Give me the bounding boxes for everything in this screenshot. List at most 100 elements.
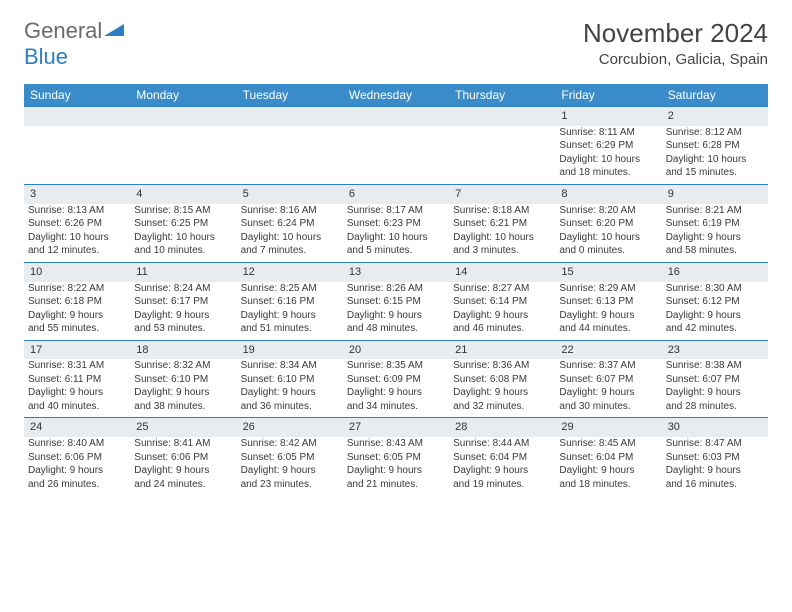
- logo-triangle-icon: [104, 18, 124, 44]
- sunrise-text: Sunrise: 8:15 AM: [134, 204, 232, 218]
- day-number: 14: [449, 262, 555, 281]
- sunset-text: Sunset: 6:18 PM: [28, 295, 126, 309]
- day-number: 26: [237, 418, 343, 437]
- weekday-header: Friday: [555, 84, 661, 107]
- day-cell: [237, 126, 343, 185]
- weekday-header: Sunday: [24, 84, 130, 107]
- weekday-header: Wednesday: [343, 84, 449, 107]
- sunset-text: Sunset: 6:09 PM: [347, 373, 445, 387]
- calendar-table: Sunday Monday Tuesday Wednesday Thursday…: [24, 84, 768, 495]
- daylight-line1: Daylight: 9 hours: [666, 464, 764, 478]
- sunset-text: Sunset: 6:04 PM: [559, 451, 657, 465]
- sunset-text: Sunset: 6:16 PM: [241, 295, 339, 309]
- day-cell: [343, 126, 449, 185]
- sunset-text: Sunset: 6:21 PM: [453, 217, 551, 231]
- day-number: [130, 107, 236, 126]
- daylight-line1: Daylight: 9 hours: [559, 386, 657, 400]
- day-cell: Sunrise: 8:32 AMSunset: 6:10 PMDaylight:…: [130, 359, 236, 418]
- day-cell: Sunrise: 8:42 AMSunset: 6:05 PMDaylight:…: [237, 437, 343, 495]
- day-number: 10: [24, 262, 130, 281]
- day-number: 28: [449, 418, 555, 437]
- day-cell: Sunrise: 8:16 AMSunset: 6:24 PMDaylight:…: [237, 204, 343, 263]
- daylight-line2: and 24 minutes.: [134, 478, 232, 492]
- sunrise-text: Sunrise: 8:47 AM: [666, 437, 764, 451]
- daylight-line2: and 18 minutes.: [559, 478, 657, 492]
- day-cell: Sunrise: 8:17 AMSunset: 6:23 PMDaylight:…: [343, 204, 449, 263]
- sunrise-text: Sunrise: 8:42 AM: [241, 437, 339, 451]
- daylight-line2: and 0 minutes.: [559, 244, 657, 258]
- day-number: 27: [343, 418, 449, 437]
- day-number: 6: [343, 184, 449, 203]
- day-number: 7: [449, 184, 555, 203]
- sunset-text: Sunset: 6:07 PM: [666, 373, 764, 387]
- sunset-text: Sunset: 6:14 PM: [453, 295, 551, 309]
- day-number-row: 12: [24, 107, 768, 126]
- daylight-line1: Daylight: 10 hours: [453, 231, 551, 245]
- daylight-line2: and 46 minutes.: [453, 322, 551, 336]
- day-cell: Sunrise: 8:38 AMSunset: 6:07 PMDaylight:…: [662, 359, 768, 418]
- sunset-text: Sunset: 6:07 PM: [559, 373, 657, 387]
- daylight-line1: Daylight: 9 hours: [666, 231, 764, 245]
- sunrise-text: Sunrise: 8:13 AM: [28, 204, 126, 218]
- sunset-text: Sunset: 6:17 PM: [134, 295, 232, 309]
- daylight-line2: and 42 minutes.: [666, 322, 764, 336]
- day-number: 12: [237, 262, 343, 281]
- day-number: 23: [662, 340, 768, 359]
- sunrise-text: Sunrise: 8:29 AM: [559, 282, 657, 296]
- weekday-header-row: Sunday Monday Tuesday Wednesday Thursday…: [24, 84, 768, 107]
- daylight-line2: and 44 minutes.: [559, 322, 657, 336]
- day-cell: Sunrise: 8:31 AMSunset: 6:11 PMDaylight:…: [24, 359, 130, 418]
- sunset-text: Sunset: 6:28 PM: [666, 139, 764, 153]
- daylight-line2: and 18 minutes.: [559, 166, 657, 180]
- day-number: 13: [343, 262, 449, 281]
- day-number: 5: [237, 184, 343, 203]
- daylight-line2: and 48 minutes.: [347, 322, 445, 336]
- daylight-line2: and 21 minutes.: [347, 478, 445, 492]
- day-cell: Sunrise: 8:24 AMSunset: 6:17 PMDaylight:…: [130, 282, 236, 341]
- daylight-line1: Daylight: 9 hours: [453, 464, 551, 478]
- sunset-text: Sunset: 6:05 PM: [241, 451, 339, 465]
- sunrise-text: Sunrise: 8:31 AM: [28, 359, 126, 373]
- daylight-line1: Daylight: 9 hours: [347, 386, 445, 400]
- daylight-line2: and 7 minutes.: [241, 244, 339, 258]
- day-number: 25: [130, 418, 236, 437]
- daylight-line2: and 40 minutes.: [28, 400, 126, 414]
- sunset-text: Sunset: 6:04 PM: [453, 451, 551, 465]
- sunset-text: Sunset: 6:13 PM: [559, 295, 657, 309]
- week-row: Sunrise: 8:13 AMSunset: 6:26 PMDaylight:…: [24, 204, 768, 263]
- daylight-line2: and 38 minutes.: [134, 400, 232, 414]
- day-cell: Sunrise: 8:44 AMSunset: 6:04 PMDaylight:…: [449, 437, 555, 495]
- daylight-line2: and 51 minutes.: [241, 322, 339, 336]
- week-row: Sunrise: 8:11 AMSunset: 6:29 PMDaylight:…: [24, 126, 768, 185]
- sunrise-text: Sunrise: 8:30 AM: [666, 282, 764, 296]
- day-number: [343, 107, 449, 126]
- sunrise-text: Sunrise: 8:35 AM: [347, 359, 445, 373]
- sunrise-text: Sunrise: 8:16 AM: [241, 204, 339, 218]
- sunrise-text: Sunrise: 8:45 AM: [559, 437, 657, 451]
- day-number: 9: [662, 184, 768, 203]
- day-cell: Sunrise: 8:29 AMSunset: 6:13 PMDaylight:…: [555, 282, 661, 341]
- day-cell: Sunrise: 8:36 AMSunset: 6:08 PMDaylight:…: [449, 359, 555, 418]
- weekday-header: Thursday: [449, 84, 555, 107]
- daylight-line1: Daylight: 10 hours: [666, 153, 764, 167]
- sunrise-text: Sunrise: 8:25 AM: [241, 282, 339, 296]
- day-cell: Sunrise: 8:40 AMSunset: 6:06 PMDaylight:…: [24, 437, 130, 495]
- weekday-header: Monday: [130, 84, 236, 107]
- day-number: 16: [662, 262, 768, 281]
- sunrise-text: Sunrise: 8:32 AM: [134, 359, 232, 373]
- day-number: 15: [555, 262, 661, 281]
- day-cell: [24, 126, 130, 185]
- day-number-row: 17181920212223: [24, 340, 768, 359]
- daylight-line1: Daylight: 10 hours: [241, 231, 339, 245]
- daylight-line1: Daylight: 9 hours: [347, 464, 445, 478]
- daylight-line1: Daylight: 9 hours: [28, 464, 126, 478]
- sunset-text: Sunset: 6:11 PM: [28, 373, 126, 387]
- day-number: 29: [555, 418, 661, 437]
- day-cell: [130, 126, 236, 185]
- sunset-text: Sunset: 6:15 PM: [347, 295, 445, 309]
- week-row: Sunrise: 8:40 AMSunset: 6:06 PMDaylight:…: [24, 437, 768, 495]
- sunset-text: Sunset: 6:05 PM: [347, 451, 445, 465]
- sunset-text: Sunset: 6:10 PM: [134, 373, 232, 387]
- sunrise-text: Sunrise: 8:18 AM: [453, 204, 551, 218]
- daylight-line2: and 23 minutes.: [241, 478, 339, 492]
